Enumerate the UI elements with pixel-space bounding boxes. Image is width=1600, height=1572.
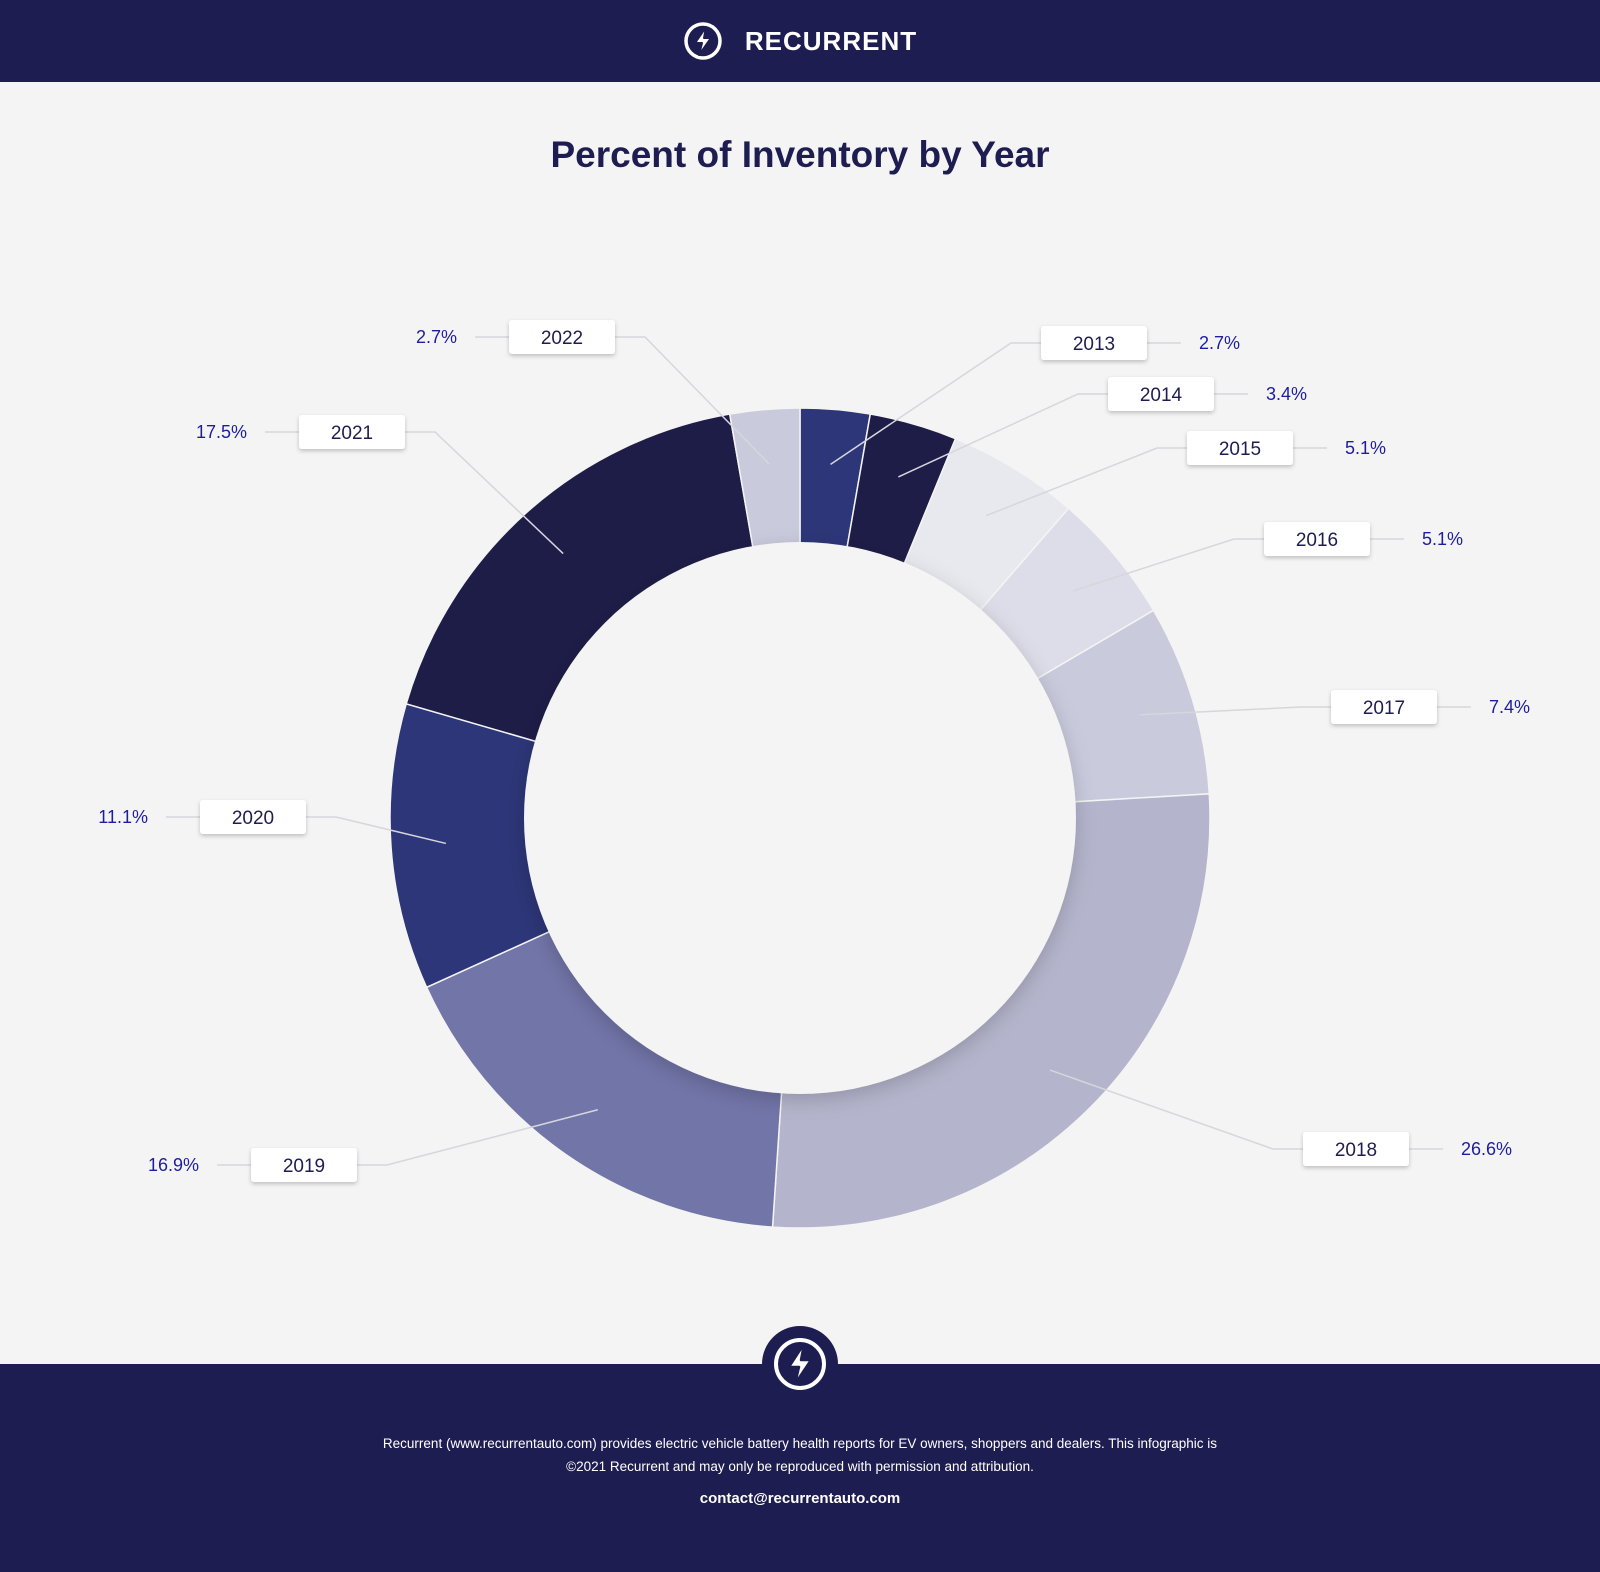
leader-line-2015 <box>985 447 1187 517</box>
percent-label-2021: 17.5% <box>196 422 247 442</box>
year-label-2013: 2013 <box>1073 334 1115 355</box>
footer-description-line-1: Recurrent (www.recurrentauto.com) provid… <box>382 1436 1218 1451</box>
leader-line-2022 <box>615 336 771 465</box>
chart-title: Percent of Inventory by Year <box>550 134 1050 175</box>
leader-line-2019 <box>357 1109 598 1166</box>
footer-contact-email[interactable]: contact@recurrentauto.com <box>699 1490 901 1507</box>
leader-line-2018 <box>1049 1069 1303 1150</box>
year-label-2017: 2017 <box>1363 698 1405 719</box>
year-label-2014: 2014 <box>1140 385 1183 406</box>
bolt-circle-icon <box>684 22 722 60</box>
percent-label-2022: 2.7% <box>416 327 457 347</box>
year-label-box-2015 <box>1187 431 1293 465</box>
year-label-2022: 2022 <box>541 328 583 349</box>
year-label-box-2016 <box>1264 522 1370 556</box>
year-label-box-2019 <box>251 1148 357 1182</box>
bolt-circle-icon <box>762 1326 838 1402</box>
donut-hole <box>524 542 1076 1094</box>
year-label-box-2017 <box>1331 690 1437 724</box>
footer-description: Recurrent (www.recurrentauto.com) provid… <box>320 1432 1280 1478</box>
year-label-box-2020 <box>200 800 306 834</box>
year-label-box-2021 <box>299 415 405 449</box>
year-label-box-2018 <box>1303 1132 1409 1166</box>
percent-label-2014: 3.4% <box>1266 384 1307 404</box>
percent-label-2020: 11.1% <box>98 807 148 827</box>
percent-label-2013: 2.7% <box>1199 333 1240 353</box>
year-label-2021: 2021 <box>331 423 373 444</box>
percent-label-2018: 26.6% <box>1461 1139 1512 1159</box>
year-label-2019: 2019 <box>283 1156 325 1177</box>
percent-label-2015: 5.1% <box>1345 438 1386 458</box>
year-label-box-2013 <box>1041 326 1147 360</box>
year-label-2020: 2020 <box>232 808 274 829</box>
leader-line-2014 <box>898 393 1108 478</box>
percent-label-2019: 16.9% <box>148 1155 199 1175</box>
donut-chart: 2013 2.7% 2014 3.4% 2015 5.1% 2016 5.1% 2017 7.4%… <box>98 320 1530 1229</box>
year-label-2018: 2018 <box>1335 1140 1377 1161</box>
year-label-2016: 2016 <box>1296 530 1338 551</box>
leader-line-2021 <box>405 431 564 555</box>
year-label-2015: 2015 <box>1219 439 1261 460</box>
percent-label-2017: 7.4% <box>1489 697 1530 717</box>
leader-line-2016 <box>1072 538 1264 592</box>
year-label-box-2022 <box>509 320 615 354</box>
footer-description-line-2: ©2021 Recurrent and may only be reproduc… <box>566 1459 1034 1474</box>
brand: RECURRENT <box>0 0 1600 82</box>
brand-name: RECURRENT <box>744 25 918 56</box>
percent-label-2016: 5.1% <box>1422 529 1463 549</box>
header-bar: RECURRENT <box>0 0 1600 82</box>
leader-line-2020 <box>306 816 447 845</box>
year-label-box-2014 <box>1108 377 1214 411</box>
leader-line-2017 <box>1139 706 1331 716</box>
leader-line-2013 <box>830 342 1041 465</box>
